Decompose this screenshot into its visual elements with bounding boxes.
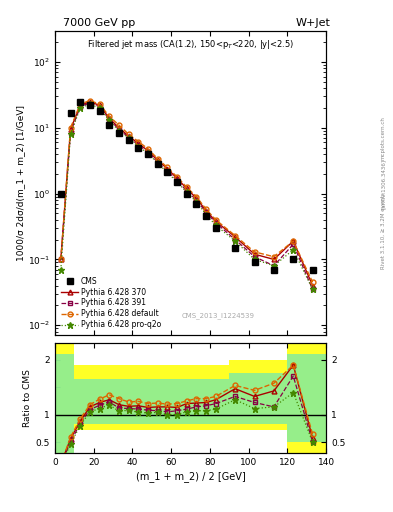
Text: mcplots.cern.ch: mcplots.cern.ch (381, 116, 386, 160)
X-axis label: (m_1 + m_2) / 2 [GeV]: (m_1 + m_2) / 2 [GeV] (136, 471, 246, 482)
Y-axis label: 1000/σ 2dσ/d(m_1 + m_2) [1/GeV]: 1000/σ 2dσ/d(m_1 + m_2) [1/GeV] (16, 105, 25, 261)
Text: [arXiv:1306.3436]: [arXiv:1306.3436] (381, 159, 386, 209)
Y-axis label: Ratio to CMS: Ratio to CMS (23, 369, 31, 427)
Text: CMS_2013_I1224539: CMS_2013_I1224539 (181, 312, 254, 318)
Text: Filtered jet mass (CA(1.2), 150<p$_T$<220, |y|<2.5): Filtered jet mass (CA(1.2), 150<p$_T$<22… (87, 38, 294, 51)
Text: W+Jet: W+Jet (295, 18, 330, 28)
Legend: CMS, Pythia 6.428 370, Pythia 6.428 391, Pythia 6.428 default, Pythia 6.428 pro-: CMS, Pythia 6.428 370, Pythia 6.428 391,… (59, 274, 163, 332)
Text: 7000 GeV pp: 7000 GeV pp (63, 18, 135, 28)
Text: Rivet 3.1.10, ≥ 3.2M events: Rivet 3.1.10, ≥ 3.2M events (381, 192, 386, 269)
